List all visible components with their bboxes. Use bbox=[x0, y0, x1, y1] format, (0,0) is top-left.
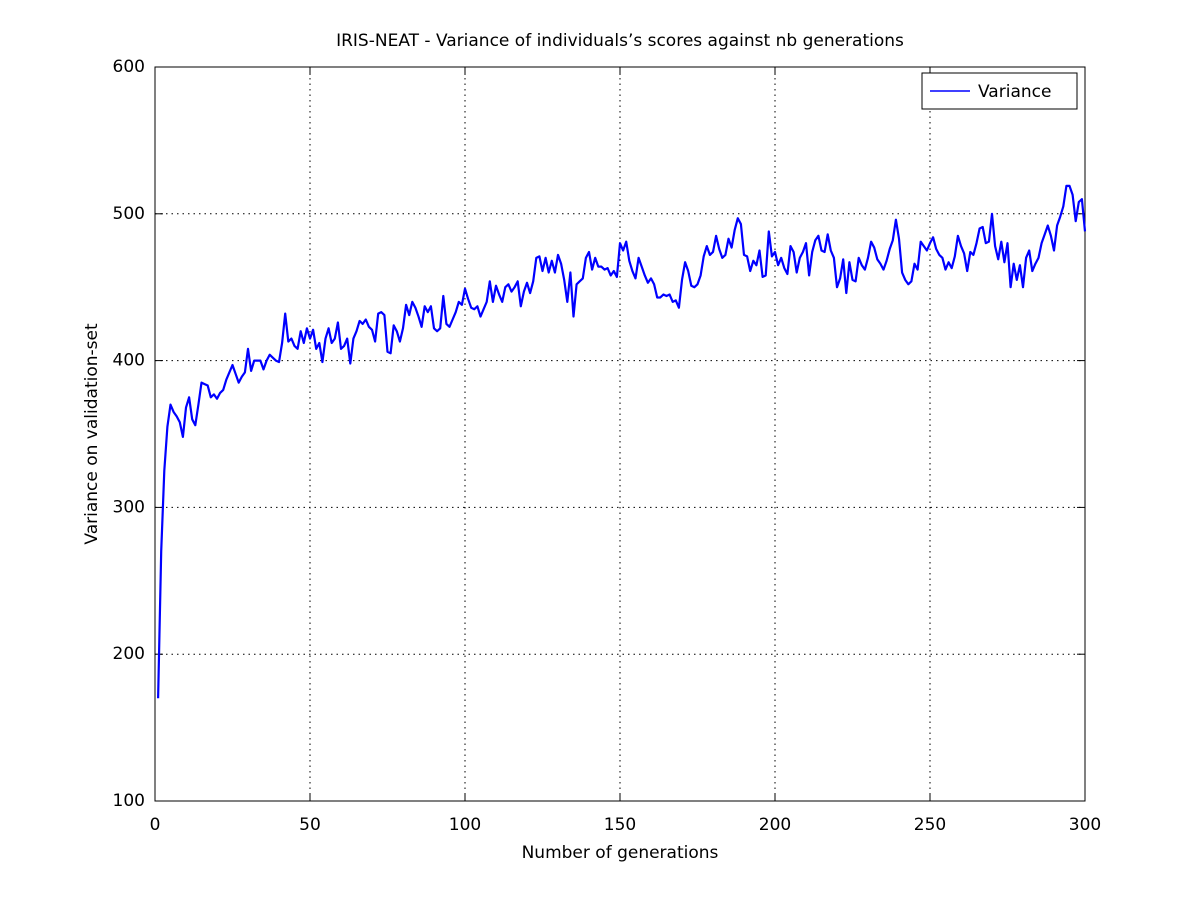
data-line bbox=[157, 184, 1087, 699]
x-tick-label: 200 bbox=[759, 815, 791, 835]
x-tick-label: 250 bbox=[914, 815, 946, 835]
x-tick-label: 0 bbox=[150, 815, 161, 835]
x-tick-label: 150 bbox=[604, 815, 636, 835]
y-tick-label: 400 bbox=[113, 351, 145, 371]
x-tick-label: 300 bbox=[1069, 815, 1101, 835]
y-tick-label: 200 bbox=[113, 644, 145, 664]
x-axis-label: Number of generations bbox=[522, 843, 719, 863]
chart-title: IRIS-NEAT - Variance of individuals’s sc… bbox=[336, 31, 904, 51]
y-tick-label: 500 bbox=[113, 204, 145, 224]
y-tick-label: 300 bbox=[113, 497, 145, 517]
y-tick-label: 600 bbox=[113, 57, 145, 77]
plot-frame bbox=[154, 66, 1086, 802]
legend-label: Variance bbox=[978, 82, 1051, 102]
x-tick-label: 100 bbox=[449, 815, 481, 835]
y-tick-label: 100 bbox=[113, 791, 145, 811]
x-tick-label: 50 bbox=[299, 815, 321, 835]
y-axis-label: Variance on validation-set bbox=[82, 323, 102, 545]
